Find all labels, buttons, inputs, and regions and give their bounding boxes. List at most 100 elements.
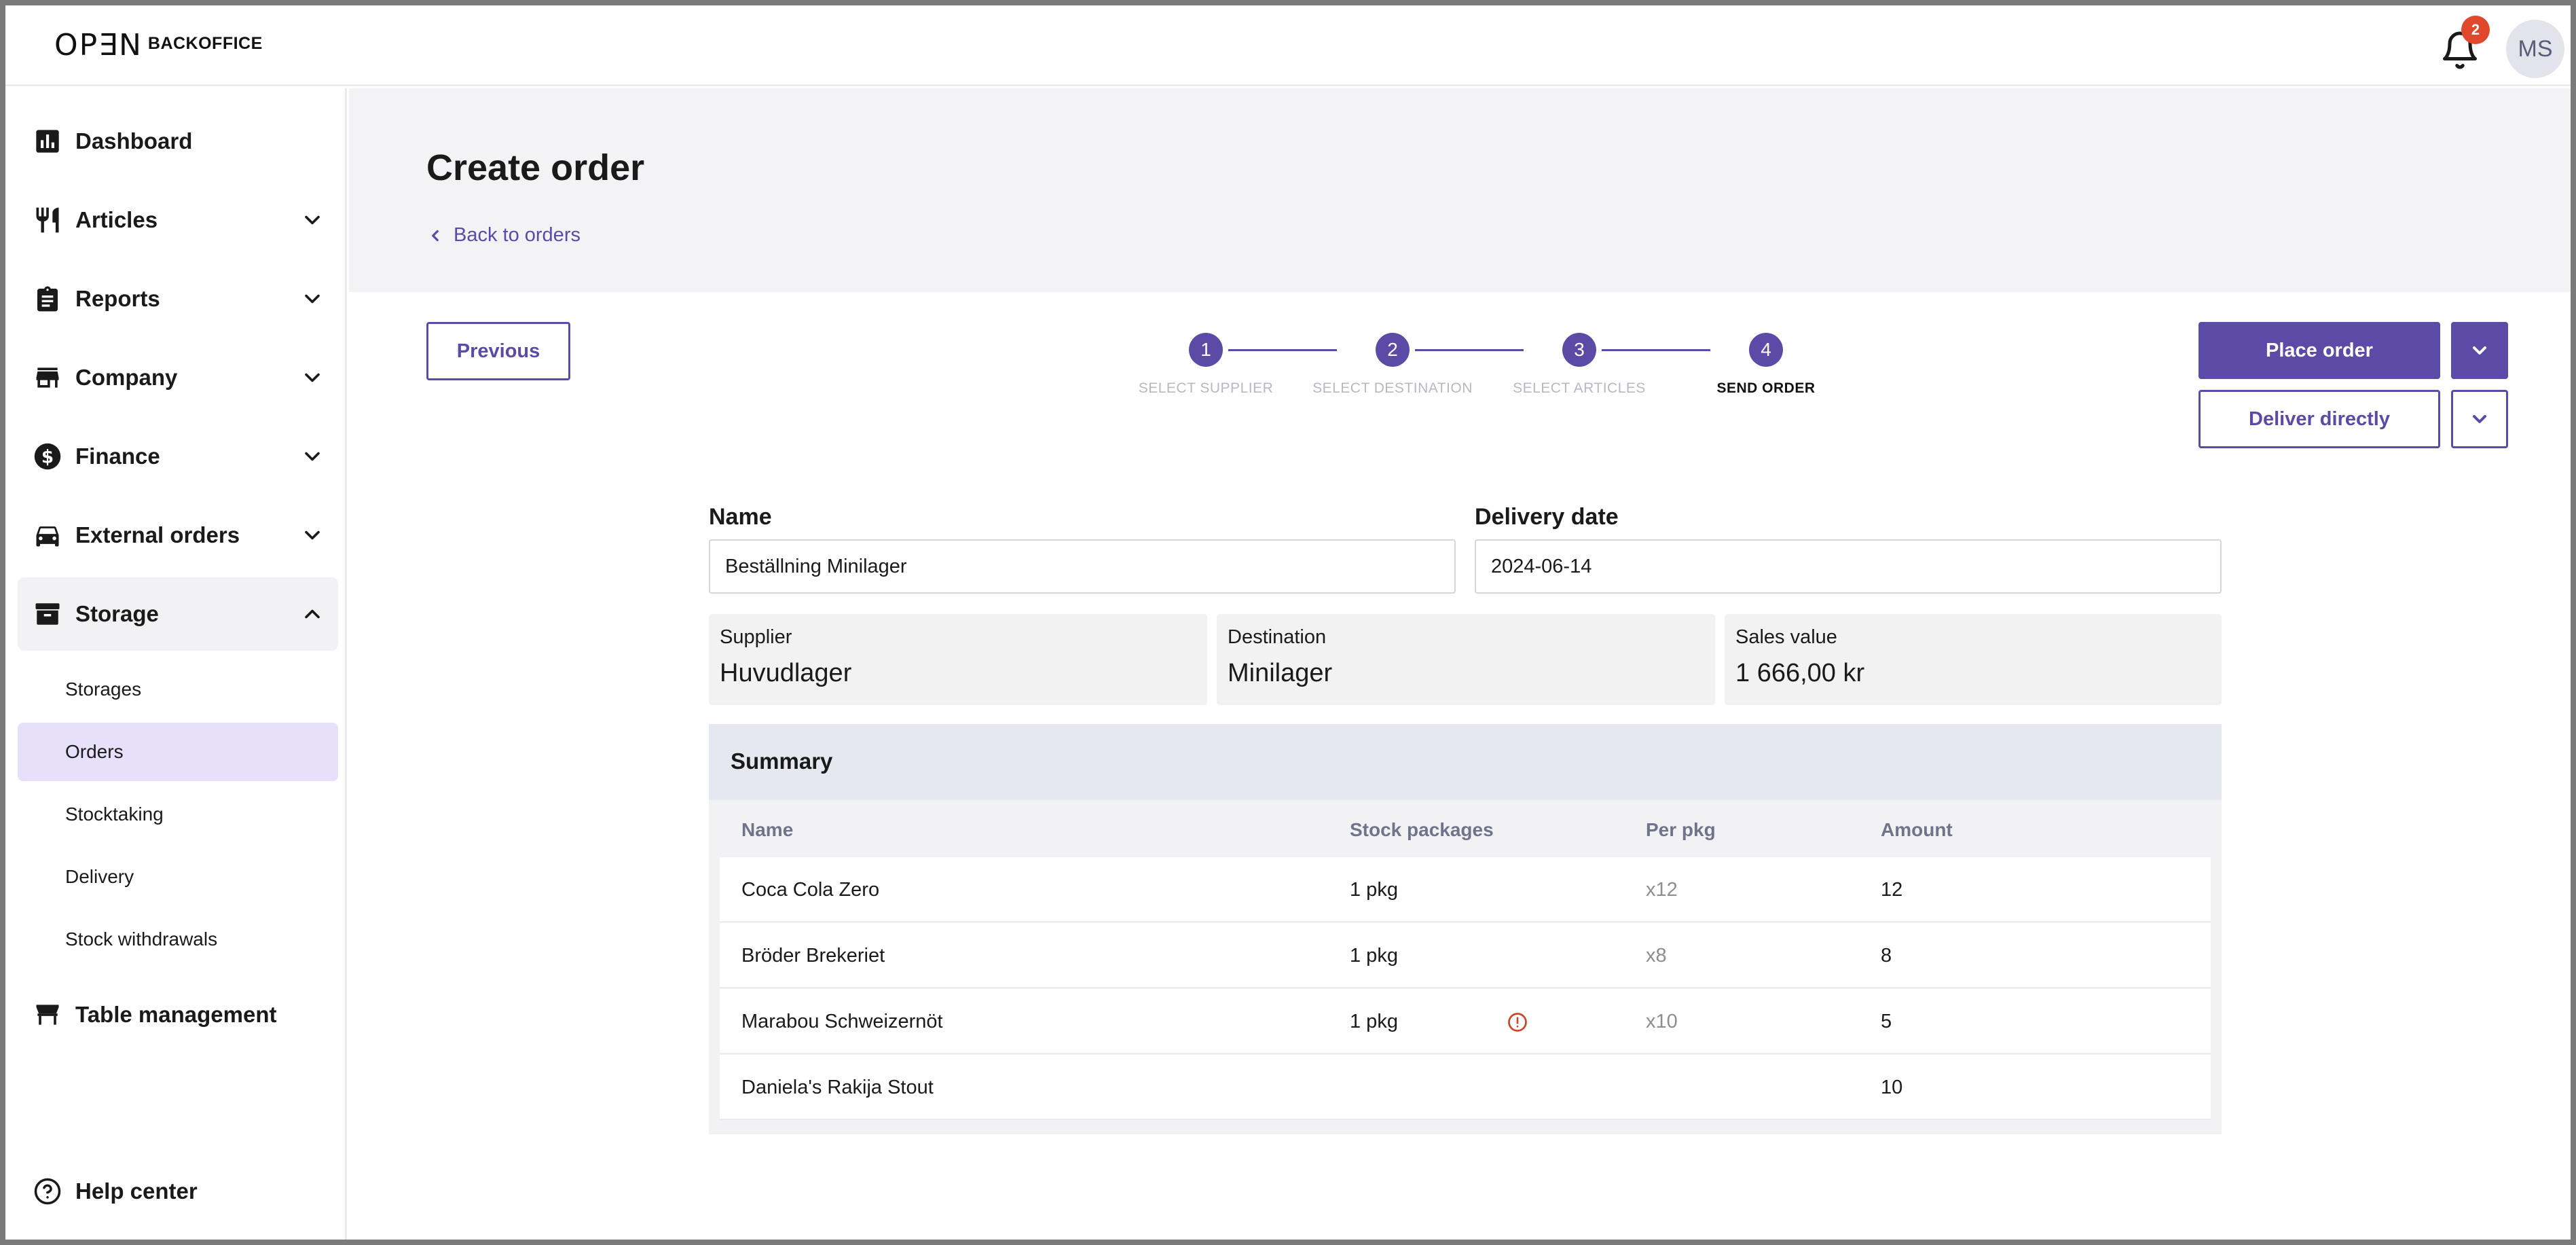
destination-value: Minilager <box>1228 659 1333 687</box>
place-order-button[interactable]: Place order <box>2198 322 2440 379</box>
cell-packages: 1 pkg <box>1350 945 1398 967</box>
place-order-options-button[interactable] <box>2451 322 2508 379</box>
sidebar-item-label: Finance <box>75 444 160 469</box>
sidebar-item-label: Help center <box>75 1178 198 1204</box>
sidebar-subitem-label: Orders <box>65 741 124 762</box>
clipboard-icon <box>33 284 62 314</box>
chevron-down-icon <box>305 294 320 304</box>
app-window: OP∃N BACKOFFICE 2 MS Dashboard Articles <box>5 5 2571 1240</box>
chevron-down-icon <box>305 452 320 461</box>
deliver-directly-options-button[interactable] <box>2451 390 2508 448</box>
sidebar-item-dashboard[interactable]: Dashboard <box>18 105 338 178</box>
chevron-down-icon <box>2473 415 2486 423</box>
step-3-label: SELECT ARTICLES <box>1513 380 1646 396</box>
cell-per-pkg: x8 <box>1646 945 1667 967</box>
sidebar-item-table-management[interactable]: Table management <box>18 978 338 1051</box>
food-icon <box>33 205 62 235</box>
column-header-per-pkg: Per pkg <box>1646 819 1716 840</box>
sidebar: Dashboard Articles Reports Company <box>5 88 347 1240</box>
logo-mark: OP∃N <box>54 28 143 62</box>
previous-button[interactable]: Previous <box>426 322 570 380</box>
sidebar-item-label: Dashboard <box>75 128 193 154</box>
cell-name: Coca Cola Zero <box>741 879 880 901</box>
column-header-name: Name <box>741 819 794 840</box>
sidebar-subitem-storages[interactable]: Storages <box>18 660 338 719</box>
sidebar-item-finance[interactable]: $ Finance <box>18 420 338 493</box>
logo[interactable]: OP∃N BACKOFFICE <box>54 30 263 64</box>
cell-packages: 1 pkg <box>1350 1011 1398 1032</box>
delivery-date-label: Delivery date <box>1475 504 1619 530</box>
sidebar-subitem-label: Delivery <box>65 866 134 887</box>
bar-chart-icon <box>33 126 62 156</box>
back-to-orders-link[interactable]: Back to orders <box>426 224 581 247</box>
svg-text:$: $ <box>41 448 54 468</box>
sidebar-item-external-orders[interactable]: External orders <box>18 499 338 572</box>
summary-title: Summary <box>731 748 833 774</box>
sidebar-subitem-label: Storages <box>65 679 142 700</box>
sales-value-label: Sales value <box>1735 626 1837 648</box>
sidebar-item-label: Company <box>75 365 178 390</box>
supplier-info: Supplier Huvudlager <box>709 614 1207 705</box>
sales-value-info: Sales value 1 666,00 kr <box>1725 614 2222 705</box>
cell-amount: 12 <box>1881 879 1903 901</box>
sidebar-subitem-stock-withdrawals[interactable]: Stock withdrawals <box>18 910 338 969</box>
notification-badge: 2 <box>2461 16 2490 44</box>
step-1-label: SELECT SUPPLIER <box>1138 380 1274 396</box>
cell-per-pkg: x12 <box>1646 879 1678 901</box>
sidebar-subitem-orders[interactable]: Orders <box>18 723 338 781</box>
sidebar-item-reports[interactable]: Reports <box>18 262 338 336</box>
table-row[interactable]: Coca Cola Zero 1 pkg x12 12 <box>720 857 2211 922</box>
help-circle-icon <box>33 1176 62 1206</box>
column-header-stock-packages: Stock packages <box>1350 819 1494 840</box>
avatar[interactable]: MS <box>2506 20 2564 78</box>
sidebar-item-label: Table management <box>75 1002 277 1027</box>
sidebar-item-company[interactable]: Company <box>18 341 338 414</box>
step-3-circle[interactable]: 3 <box>1562 333 1596 367</box>
logo-text: BACKOFFICE <box>147 34 263 53</box>
warning-info-icon[interactable] <box>1507 1012 1528 1032</box>
table-row[interactable]: Daniela's Rakija Stout 10 <box>720 1055 2211 1120</box>
cell-packages: 1 pkg <box>1350 879 1398 901</box>
cell-name: Daniela's Rakija Stout <box>741 1077 934 1098</box>
cell-amount: 5 <box>1881 1011 1892 1032</box>
column-header-amount: Amount <box>1881 819 1953 840</box>
chevron-down-icon <box>305 530 320 540</box>
dollar-icon: $ <box>33 441 62 471</box>
page-title: Create order <box>426 147 645 188</box>
table-row[interactable]: Marabou Schweizernöt 1 pkg x10 5 <box>720 989 2211 1054</box>
sidebar-subitem-label: Stocktaking <box>65 804 164 825</box>
cell-name: Marabou Schweizernöt <box>741 1011 943 1032</box>
chevron-up-icon <box>305 609 320 619</box>
name-input[interactable] <box>709 539 1456 594</box>
sidebar-subitem-label: Stock withdrawals <box>65 928 218 950</box>
cell-amount: 8 <box>1881 945 1892 967</box>
store-icon <box>33 363 62 393</box>
step-4-label: SEND ORDER <box>1716 380 1816 396</box>
chevron-down-icon <box>305 373 320 382</box>
step-2-circle[interactable]: 2 <box>1376 333 1410 367</box>
step-1-circle[interactable]: 1 <box>1189 333 1223 367</box>
sidebar-subitem-stocktaking[interactable]: Stocktaking <box>18 785 338 844</box>
step-2-label: SELECT DESTINATION <box>1312 380 1473 396</box>
table-row[interactable]: Bröder Brekeriet 1 pkg x8 8 <box>720 923 2211 988</box>
sidebar-item-articles[interactable]: Articles <box>18 183 338 257</box>
step-4-circle[interactable]: 4 <box>1749 333 1783 367</box>
deliver-directly-button[interactable]: Deliver directly <box>2198 390 2440 448</box>
archive-icon <box>33 599 62 629</box>
table-icon <box>33 1000 62 1030</box>
step-connector <box>1415 349 1524 351</box>
sidebar-item-label: External orders <box>75 522 240 547</box>
delivery-date-input[interactable] <box>1475 539 2222 594</box>
sidebar-item-storage[interactable]: Storage <box>18 577 338 651</box>
help-center-link[interactable]: Help center <box>18 1155 338 1228</box>
destination-label: Destination <box>1228 626 1327 648</box>
car-icon <box>33 520 62 550</box>
summary-panel: Summary Name Stock packages Per pkg Amou… <box>709 724 2222 1134</box>
supplier-value: Huvudlager <box>720 659 852 687</box>
sidebar-subitem-delivery[interactable]: Delivery <box>18 848 338 906</box>
cell-name: Bröder Brekeriet <box>741 945 885 967</box>
supplier-label: Supplier <box>720 626 792 648</box>
step-connector <box>1228 349 1337 351</box>
chevron-down-icon <box>305 215 320 225</box>
summary-header: Summary <box>709 724 2222 800</box>
